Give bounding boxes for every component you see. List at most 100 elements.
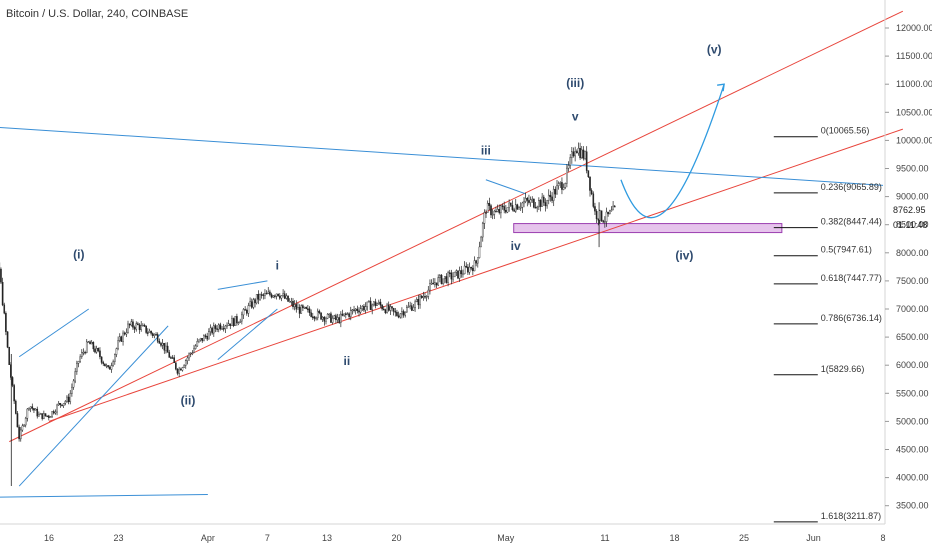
time-tick-label: 7 <box>265 533 270 543</box>
upper-channel-line <box>9 10 904 443</box>
candle-down <box>392 307 395 312</box>
candle-down <box>448 272 451 274</box>
candle-down <box>201 338 204 342</box>
price-tick-label: 6500.00 <box>896 332 929 342</box>
candle-up <box>364 306 367 311</box>
candle-down <box>391 306 393 309</box>
candle-up <box>26 408 29 419</box>
candle-down <box>61 404 63 407</box>
candle-down <box>97 348 100 352</box>
subwave-i-lower-line <box>217 308 278 360</box>
candle-down <box>128 323 131 326</box>
candle-down <box>302 305 304 309</box>
price-tick-label: 5500.00 <box>896 388 929 398</box>
candle-up <box>208 331 210 340</box>
candle-up <box>85 341 88 353</box>
candle-down <box>67 396 70 403</box>
candle-up <box>524 198 527 202</box>
candle-up <box>264 293 266 296</box>
candle-up <box>153 334 156 336</box>
candle-down <box>330 313 332 323</box>
candle-up <box>478 246 481 258</box>
candle-down <box>382 308 385 311</box>
candle-up <box>249 301 251 306</box>
candle-down <box>166 345 169 353</box>
candle-down <box>216 328 218 330</box>
candle-up <box>331 318 334 323</box>
candle-up <box>552 188 555 201</box>
price-tick-label: 5000.00 <box>896 416 929 426</box>
wave-label-ii: (ii) <box>181 394 196 408</box>
candle-up <box>612 205 614 211</box>
candle-down <box>435 282 438 286</box>
candle-down <box>356 308 359 312</box>
wave-label-ii: ii <box>344 354 351 368</box>
candle-down <box>384 309 387 314</box>
price-tick-label: 11000.00 <box>896 79 932 89</box>
candle-up <box>72 380 75 388</box>
time-tick-label: Apr <box>201 533 215 543</box>
candle-up <box>584 151 586 159</box>
candle-up <box>242 309 245 316</box>
candle-down <box>158 340 161 344</box>
time-tick-label: 13 <box>322 533 332 543</box>
support-zone <box>513 223 783 234</box>
candle-up <box>493 210 496 215</box>
candle-up <box>221 328 223 330</box>
candle-up <box>113 354 116 362</box>
candle-down <box>341 313 344 316</box>
candle-up <box>491 214 494 216</box>
candle-down <box>369 300 372 310</box>
candle-down <box>472 267 474 272</box>
candle-up <box>328 313 331 315</box>
candle-up <box>599 210 601 221</box>
candle-down <box>539 200 542 207</box>
descending-trendline <box>0 126 884 186</box>
candle-up <box>437 277 440 286</box>
time-tick-label: 16 <box>44 533 54 543</box>
candle-up <box>569 157 571 166</box>
candle-down <box>345 313 347 315</box>
candle-up <box>51 411 53 417</box>
candle-up <box>82 351 85 354</box>
candle-up <box>64 401 67 404</box>
candle-down <box>262 294 265 296</box>
price-tick-label: 11500.00 <box>896 51 932 61</box>
candle-down <box>298 307 301 314</box>
candle-down <box>84 351 86 354</box>
candle-up <box>361 306 364 310</box>
candle-down <box>595 210 598 220</box>
candle-down <box>229 323 232 326</box>
candle-down <box>533 198 535 208</box>
candle-down <box>232 318 235 326</box>
candle-down <box>168 352 171 358</box>
candle-up <box>604 221 606 223</box>
candle-down <box>274 295 276 298</box>
candle-up <box>453 271 456 278</box>
candle-up <box>373 301 375 306</box>
candle-up <box>468 266 471 273</box>
candle-up <box>414 301 416 308</box>
candle-down <box>485 212 487 214</box>
candle-up <box>519 207 522 209</box>
time-tick-label: May <box>497 533 515 543</box>
candle-up <box>224 325 227 329</box>
candle-up <box>321 316 324 320</box>
candle-up <box>130 321 133 326</box>
candle-up <box>57 403 60 406</box>
candle-down <box>397 315 400 318</box>
candle-up <box>529 199 532 203</box>
candle-down <box>16 413 19 428</box>
candle-up <box>610 209 613 212</box>
candle-up <box>562 187 565 190</box>
candle-up <box>87 341 90 343</box>
candle-up <box>217 324 220 330</box>
candle-down <box>18 426 20 440</box>
fib-level-label: 0.618(7447.77) <box>821 273 882 283</box>
candle-up <box>252 299 255 308</box>
candle-up <box>406 307 408 313</box>
candle-up <box>536 206 538 209</box>
candle-down <box>265 293 268 295</box>
candle-up <box>203 335 205 342</box>
